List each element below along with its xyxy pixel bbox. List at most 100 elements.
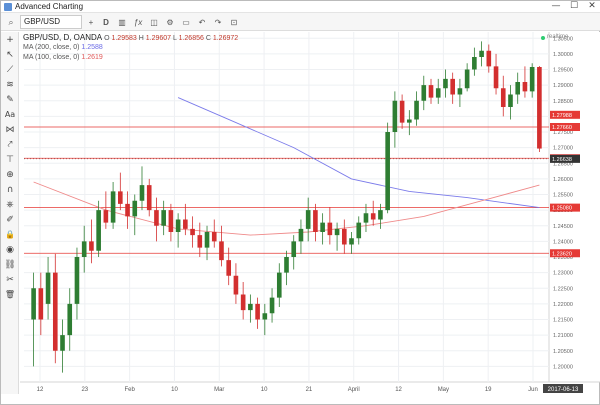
undo-icon[interactable]: ↶ <box>198 18 206 27</box>
candle-body <box>161 210 166 226</box>
stay-drawing-icon[interactable]: ✐ <box>6 215 14 225</box>
indicators-icon[interactable]: ƒx <box>133 18 143 27</box>
candle-body <box>457 88 463 95</box>
search-icon[interactable]: ⌕ <box>8 17 14 27</box>
candle-body <box>240 294 246 311</box>
candle-body <box>508 94 513 107</box>
candle-body <box>363 213 369 223</box>
candle-body <box>154 210 159 226</box>
time-tick-label: 10 <box>261 387 268 393</box>
minimize-button[interactable]: — <box>551 1 561 11</box>
price-tick-label: 1.29500 <box>553 68 573 74</box>
zoom-icon[interactable]: ⊕ <box>6 170 14 180</box>
price-chart[interactable]: 1.305001.300001.295001.290001.285001.280… <box>20 32 600 405</box>
level-price-label: 1.23620 <box>552 251 572 257</box>
magnet-icon[interactable]: ∩ <box>6 185 14 195</box>
ma200-line <box>177 97 540 209</box>
visibility-icon[interactable]: ◉ <box>6 245 14 255</box>
legend-ohlc-key: H <box>136 35 146 42</box>
candle-body <box>125 203 130 217</box>
level-price-tag <box>550 123 580 131</box>
prediction-icon[interactable]: ⤤ <box>7 140 13 150</box>
symbol-input[interactable]: GBP/USD <box>20 15 82 29</box>
price-tick-label: 1.24500 <box>553 224 573 230</box>
templates-icon[interactable]: ◫ <box>150 18 158 27</box>
current-price-label: 1.26638 <box>552 157 572 163</box>
trash-icon[interactable]: 🗑 <box>4 290 16 299</box>
compare-icon[interactable]: + <box>88 18 94 27</box>
redo-icon[interactable]: ↷ <box>214 18 222 27</box>
time-tick-label: 19 <box>485 387 492 393</box>
link-icon[interactable]: ⛓ <box>4 260 16 270</box>
realtime-label: realtime <box>547 34 569 40</box>
fib-icon[interactable]: ≋ <box>6 80 14 90</box>
candle-body <box>139 185 145 201</box>
candle-body <box>204 232 210 248</box>
price-tick-label: 1.23000 <box>553 271 573 277</box>
candle-body <box>486 50 492 67</box>
toolbar: ⌕ GBP/USD + D ▥ ƒx ◫ ⚙ ▭ ↶ ↷ ⊡ <box>1 13 600 31</box>
price-tick-label: 1.30000 <box>553 52 573 58</box>
candle-body <box>255 303 260 320</box>
candle-body <box>146 185 152 211</box>
candle-body <box>522 82 528 92</box>
fullscreen-icon[interactable]: ▭ <box>182 18 190 27</box>
crosshair-icon[interactable]: + <box>6 35 14 45</box>
candle-body <box>479 50 484 57</box>
chart-type-icon[interactable]: ▥ <box>118 18 126 27</box>
screenshot-icon[interactable]: ⊡ <box>230 18 238 27</box>
candle-body <box>197 235 203 248</box>
cursor-icon[interactable]: ↖ <box>6 50 14 60</box>
candle-body <box>493 66 499 89</box>
tools-icon[interactable]: ✂ <box>6 275 14 285</box>
candle-body <box>168 210 174 232</box>
candle-body <box>334 228 340 236</box>
marker-price-tag <box>550 110 580 119</box>
candle-body <box>407 119 412 123</box>
candle-body <box>233 275 239 295</box>
level-price-label: 1.25080 <box>552 206 572 212</box>
candle-body <box>226 260 232 276</box>
legend-ohlc-value: 1.26856 <box>178 35 204 42</box>
settings-icon[interactable]: ⚙ <box>166 18 174 27</box>
price-tick-label: 1.30500 <box>553 36 573 42</box>
pattern-icon[interactable]: ⋈ <box>5 125 15 135</box>
drawing-toolbar: + ↖ ⟋ ≋ ✎ Aa ⋈ ⤤ ⊤ ⊕ ∩ ⎈ ✐ 🔒 ◉ ⛓ ✂ 🗑 <box>1 32 19 394</box>
time-tick-label: 23 <box>81 387 88 393</box>
trend-line-icon[interactable]: ⟋ <box>6 65 14 75</box>
ma200-label[interactable]: MA (200, close, 0) <box>23 44 80 51</box>
price-tick-label: 1.28500 <box>553 99 573 105</box>
candle-body <box>276 272 282 298</box>
candle-body <box>392 100 398 132</box>
price-tick-label: 1.22500 <box>553 286 573 292</box>
candle-body <box>399 100 405 123</box>
candle-body <box>67 303 73 336</box>
timeframe-button[interactable]: D <box>103 18 109 27</box>
candle-body <box>96 210 101 251</box>
time-tick-label: 21 <box>306 387 313 393</box>
text-icon[interactable]: Aa <box>4 110 16 119</box>
pencil-icon[interactable]: ✎ <box>6 95 14 105</box>
time-tick-label: 10 <box>171 387 178 393</box>
close-button[interactable]: ✕ <box>588 1 596 11</box>
lock-drawings-icon[interactable]: ⎈ <box>6 200 14 210</box>
ma100-label[interactable]: MA (100, close, 0) <box>23 54 80 61</box>
candle-body <box>175 219 181 232</box>
candle-body <box>183 219 188 229</box>
lock-icon[interactable]: 🔒 <box>5 230 15 239</box>
candle-body <box>428 85 434 98</box>
candle-body <box>472 57 477 70</box>
time-tick-label: Mar <box>214 387 224 393</box>
candle-body <box>515 82 521 95</box>
time-cursor-label: 2017-06-13 <box>548 387 579 393</box>
maximize-button[interactable]: ☐ <box>569 1 579 11</box>
legend-ohlc-value: 1.26972 <box>212 35 239 42</box>
price-tick-label: 1.23500 <box>553 255 573 261</box>
level-price-label: 1.27660 <box>552 125 572 131</box>
candle-body <box>45 272 51 304</box>
measure-icon[interactable]: ⊤ <box>6 155 14 165</box>
candle-body <box>291 241 297 257</box>
price-tick-label: 1.29000 <box>553 83 573 89</box>
price-tick-label: 1.26500 <box>553 161 573 167</box>
ma100-value: 1.2619 <box>81 54 103 61</box>
